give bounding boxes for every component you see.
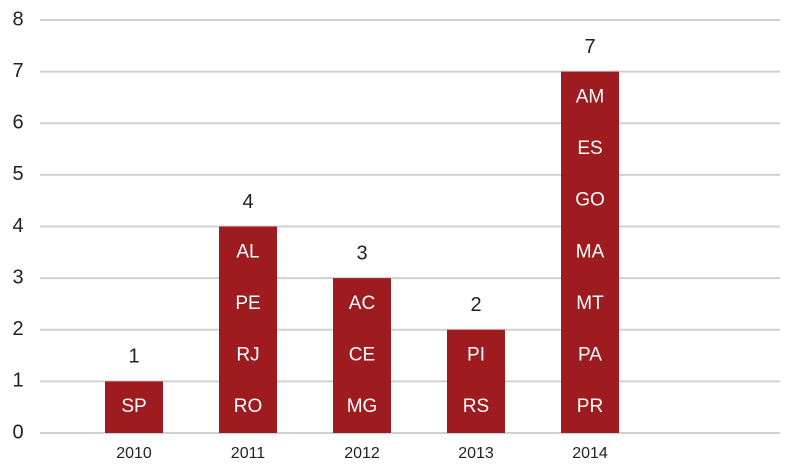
bar-inner-label: AL [236,241,259,262]
bar-inner-label: CE [349,345,375,366]
bar-inner-label: SP [121,396,146,417]
y-tick-label: 2 [12,318,23,340]
bar-inner-label: RO [234,396,263,417]
bar-inner-label: PI [467,345,485,366]
y-tick-label: 6 [12,112,23,134]
bar [105,381,163,433]
bar-inner-label: PR [577,396,603,417]
bar-inner-label: MA [576,241,605,262]
y-tick-label: 1 [12,370,23,392]
value-label: 7 [584,36,595,58]
bar-inner-label: ES [577,138,602,159]
y-tick-label: 0 [12,421,23,443]
bar-inner-label: MG [347,396,378,417]
x-tick-label: 2012 [344,445,380,462]
x-tick-label: 2010 [116,445,152,462]
bar [333,278,391,433]
bar-inner-label: RS [463,396,489,417]
y-tick-label: 5 [12,163,23,185]
bar-inner-label: RJ [236,345,259,366]
y-tick-label: 4 [12,215,23,237]
y-tick-label: 3 [12,266,23,288]
bar-inner-label: PA [578,345,602,366]
bar [561,71,619,433]
value-label: 3 [356,242,367,264]
x-tick-label: 2014 [572,445,608,462]
bar [447,329,505,433]
x-tick-label: 2013 [458,445,494,462]
value-label: 2 [470,294,481,316]
bar-inner-label: AC [349,293,375,314]
bar-inner-label: GO [575,190,605,211]
value-label: 4 [242,191,253,213]
bar-inner-label: AM [576,86,605,107]
y-tick-label: 7 [12,60,23,82]
x-tick-label: 2011 [231,445,266,462]
bar [219,226,277,433]
bar-inner-label: MT [576,293,604,314]
bar-inner-label: PE [235,293,260,314]
y-tick-label: 8 [12,8,23,30]
value-label: 1 [128,346,139,368]
